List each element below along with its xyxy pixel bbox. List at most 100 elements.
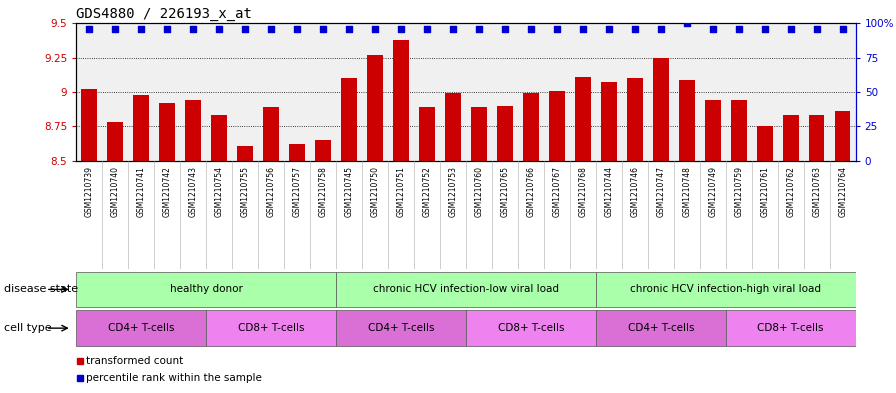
Bar <box>497 106 513 161</box>
Text: GSM1210767: GSM1210767 <box>552 166 562 217</box>
Bar <box>731 100 746 161</box>
Point <box>628 26 642 32</box>
Text: GSM1210752: GSM1210752 <box>422 166 432 217</box>
Text: transformed count: transformed count <box>86 356 184 366</box>
Bar <box>263 107 279 161</box>
Point <box>472 26 487 32</box>
Bar <box>596 272 856 307</box>
Bar <box>76 310 206 346</box>
Text: CD4+ T-cells: CD4+ T-cells <box>108 323 175 333</box>
Text: GSM1210744: GSM1210744 <box>604 166 614 217</box>
Bar <box>809 115 824 161</box>
Text: GSM1210747: GSM1210747 <box>656 166 666 217</box>
Text: CD8+ T-cells: CD8+ T-cells <box>497 323 564 333</box>
Bar <box>757 126 772 161</box>
Point <box>238 26 253 32</box>
Text: GSM1210742: GSM1210742 <box>162 166 172 217</box>
Bar <box>367 55 383 161</box>
Text: GSM1210754: GSM1210754 <box>214 166 224 217</box>
Text: GSM1210758: GSM1210758 <box>318 166 328 217</box>
Text: GSM1210748: GSM1210748 <box>682 166 692 217</box>
Text: GSM1210749: GSM1210749 <box>708 166 718 217</box>
Bar <box>705 100 720 161</box>
Bar <box>679 80 694 161</box>
Text: GSM1210765: GSM1210765 <box>500 166 510 217</box>
Bar <box>419 107 435 161</box>
Bar <box>237 145 253 161</box>
Point <box>550 26 564 32</box>
Bar <box>627 78 642 161</box>
Text: GSM1210739: GSM1210739 <box>84 166 94 217</box>
Point <box>212 26 227 32</box>
Text: GSM1210766: GSM1210766 <box>526 166 536 217</box>
Bar <box>471 107 487 161</box>
Point <box>186 26 201 32</box>
Bar <box>108 122 123 161</box>
Bar <box>336 310 466 346</box>
Point <box>602 26 616 32</box>
Bar <box>336 272 596 307</box>
Point <box>316 26 331 32</box>
Text: percentile rank within the sample: percentile rank within the sample <box>86 373 263 383</box>
Text: GSM1210757: GSM1210757 <box>292 166 302 217</box>
Point <box>784 26 798 32</box>
Text: GSM1210759: GSM1210759 <box>734 166 744 217</box>
Text: GSM1210745: GSM1210745 <box>344 166 354 217</box>
Point <box>264 26 279 32</box>
Bar <box>445 93 461 161</box>
Bar <box>783 115 798 161</box>
Text: disease state: disease state <box>4 285 79 294</box>
Text: GSM1210760: GSM1210760 <box>474 166 484 217</box>
Text: CD8+ T-cells: CD8+ T-cells <box>757 323 824 333</box>
Point <box>654 26 668 32</box>
Bar <box>601 83 616 161</box>
Text: GSM1210743: GSM1210743 <box>188 166 198 217</box>
Text: CD4+ T-cells: CD4+ T-cells <box>367 323 435 333</box>
Text: GSM1210753: GSM1210753 <box>448 166 458 217</box>
Text: GSM1210756: GSM1210756 <box>266 166 276 217</box>
Point <box>342 26 357 32</box>
Text: GSM1210768: GSM1210768 <box>578 166 588 217</box>
Text: GSM1210740: GSM1210740 <box>110 166 120 217</box>
Bar <box>466 310 596 346</box>
Point <box>394 26 409 32</box>
Bar <box>185 100 201 161</box>
Point <box>810 26 824 32</box>
Text: GSM1210746: GSM1210746 <box>630 166 640 217</box>
Point <box>758 26 772 32</box>
Point <box>498 26 513 32</box>
Point <box>524 26 538 32</box>
Bar <box>206 310 336 346</box>
Bar <box>82 89 97 161</box>
Text: chronic HCV infection-high viral load: chronic HCV infection-high viral load <box>630 285 822 294</box>
Text: GSM1210755: GSM1210755 <box>240 166 250 217</box>
Text: GDS4880 / 226193_x_at: GDS4880 / 226193_x_at <box>76 7 252 21</box>
Bar <box>341 78 357 161</box>
Text: GSM1210750: GSM1210750 <box>370 166 380 217</box>
Bar <box>726 310 856 346</box>
Bar <box>289 144 305 161</box>
Bar <box>315 140 331 161</box>
Text: CD8+ T-cells: CD8+ T-cells <box>237 323 305 333</box>
Point <box>368 26 383 32</box>
Point <box>680 20 694 26</box>
Text: GSM1210763: GSM1210763 <box>812 166 822 217</box>
Text: GSM1210751: GSM1210751 <box>396 166 406 217</box>
Text: GSM1210761: GSM1210761 <box>760 166 770 217</box>
Text: cell type: cell type <box>4 323 52 333</box>
Bar <box>134 95 149 161</box>
Point <box>732 26 746 32</box>
Point <box>706 26 720 32</box>
Point <box>446 26 461 32</box>
Point <box>420 26 435 32</box>
Point <box>290 26 305 32</box>
Bar <box>159 103 175 161</box>
Bar <box>549 90 564 161</box>
Text: chronic HCV infection-low viral load: chronic HCV infection-low viral load <box>373 285 559 294</box>
Text: GSM1210764: GSM1210764 <box>838 166 848 217</box>
Text: GSM1210762: GSM1210762 <box>786 166 796 217</box>
Bar <box>523 93 538 161</box>
Text: GSM1210741: GSM1210741 <box>136 166 146 217</box>
Bar <box>575 77 590 161</box>
Bar <box>393 40 409 161</box>
